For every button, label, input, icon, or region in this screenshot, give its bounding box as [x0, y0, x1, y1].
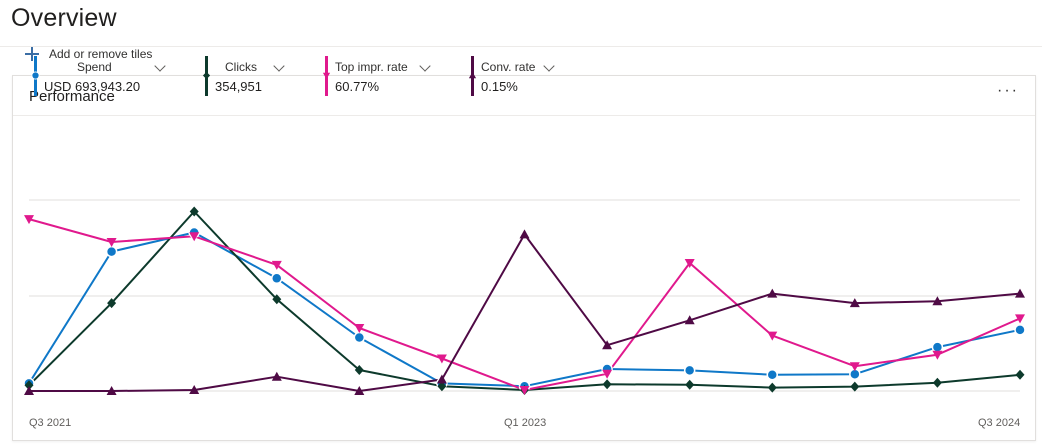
- data-point[interactable]: [931, 341, 944, 353]
- data-point[interactable]: [437, 381, 447, 392]
- page-title: Overview: [11, 4, 117, 32]
- metric-name: Conv. rate: [481, 60, 536, 74]
- metric-name: Top impr. rate: [335, 60, 408, 74]
- metric-clicks[interactable]: Clicks 354,951: [202, 56, 289, 96]
- data-point[interactable]: [849, 362, 860, 372]
- data-point[interactable]: [189, 206, 199, 217]
- metric-value: 60.77%: [335, 79, 380, 94]
- series-line-top-impr-rate: [28, 218, 1021, 391]
- metric-spend[interactable]: Spend USD 693,943.20: [31, 56, 170, 96]
- plus-icon: [25, 47, 39, 61]
- title-divider: [0, 46, 1042, 47]
- data-point[interactable]: [602, 340, 613, 350]
- data-point[interactable]: [271, 272, 283, 285]
- data-point[interactable]: [24, 215, 34, 225]
- circle-marker-icon: [31, 71, 40, 80]
- x-tick-label: Q1 2023: [504, 417, 547, 429]
- metric-name: Clicks: [225, 60, 257, 74]
- data-point[interactable]: [684, 259, 695, 268]
- data-point[interactable]: [106, 386, 117, 395]
- data-point[interactable]: [602, 369, 613, 379]
- data-point[interactable]: [1015, 288, 1025, 298]
- data-point[interactable]: [519, 229, 530, 239]
- triangle-down-marker-icon: [322, 72, 331, 80]
- data-point[interactable]: [932, 350, 943, 360]
- data-point[interactable]: [519, 386, 530, 395]
- data-point[interactable]: [683, 364, 696, 377]
- data-point[interactable]: [189, 232, 200, 242]
- data-point[interactable]: [106, 238, 117, 247]
- more-options-icon[interactable]: ···: [997, 82, 1019, 99]
- performance-card: Performance ···: [12, 75, 1036, 441]
- data-point[interactable]: [849, 298, 860, 308]
- data-point[interactable]: [684, 315, 695, 325]
- data-point[interactable]: [271, 260, 282, 270]
- data-point[interactable]: [932, 377, 942, 388]
- data-point[interactable]: [189, 385, 200, 394]
- card-title: Performance: [29, 88, 115, 105]
- add-remove-tiles-button[interactable]: Add or remove tiles: [25, 45, 152, 63]
- data-point[interactable]: [105, 245, 118, 258]
- data-point[interactable]: [436, 354, 447, 364]
- data-point[interactable]: [932, 296, 943, 306]
- data-point[interactable]: [107, 298, 117, 309]
- data-point[interactable]: [1015, 314, 1025, 324]
- metric-top-impr-rate[interactable]: Top impr. rate 60.77%: [322, 56, 437, 96]
- diamond-marker-icon: [202, 71, 211, 80]
- metric-name: Spend: [77, 60, 112, 74]
- data-point[interactable]: [767, 288, 778, 298]
- data-point[interactable]: [767, 382, 777, 393]
- data-point[interactable]: [766, 369, 778, 381]
- series-line-conv-rate: [29, 233, 1021, 392]
- metric-value: 354,951: [215, 79, 262, 94]
- add-remove-tiles-label: Add or remove tiles: [49, 47, 153, 61]
- triangle-up-marker-icon: [468, 71, 477, 79]
- data-point[interactable]: [767, 331, 778, 341]
- metric-conv-rate[interactable]: Conv. rate 0.15%: [468, 56, 559, 96]
- data-point[interactable]: [685, 379, 695, 390]
- data-point[interactable]: [353, 331, 366, 344]
- x-tick-label: Q3 2024: [978, 417, 1021, 429]
- data-point[interactable]: [271, 371, 282, 381]
- data-point[interactable]: [354, 386, 365, 395]
- data-point[interactable]: [24, 380, 34, 391]
- x-tick-label: Q3 2021: [29, 417, 72, 429]
- data-point[interactable]: [850, 381, 860, 392]
- data-point[interactable]: [1014, 324, 1026, 336]
- data-point[interactable]: [436, 374, 447, 384]
- data-point[interactable]: [602, 379, 612, 390]
- card-header: Performance ···: [13, 76, 1035, 116]
- metric-value: 0.15%: [481, 79, 518, 94]
- metric-value: USD 693,943.20: [44, 79, 141, 94]
- data-point[interactable]: [354, 365, 364, 375]
- data-point[interactable]: [354, 324, 365, 333]
- data-point[interactable]: [272, 294, 282, 305]
- data-point[interactable]: [1015, 369, 1025, 380]
- data-point[interactable]: [24, 386, 34, 395]
